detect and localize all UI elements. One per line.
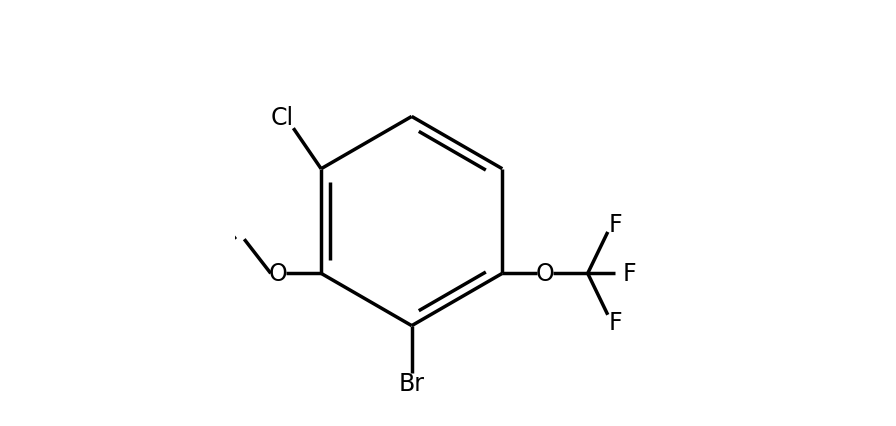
Text: Br: Br [399,371,425,395]
Text: O: O [536,262,555,286]
Text: F: F [608,213,622,237]
Text: Cl: Cl [271,106,294,130]
Text: O: O [269,262,288,286]
Text: F: F [623,262,636,286]
Text: F: F [608,311,622,335]
